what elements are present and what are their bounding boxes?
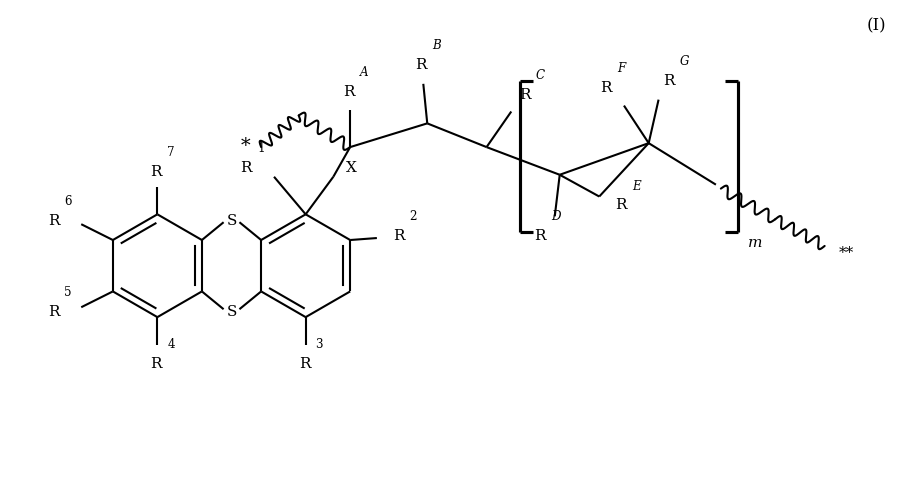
Text: R: R [601, 81, 612, 94]
Text: C: C [536, 69, 545, 82]
Text: B: B [432, 39, 441, 52]
Text: S: S [226, 214, 237, 228]
Text: R: R [519, 88, 531, 102]
Text: R: R [48, 304, 59, 318]
Text: R: R [241, 161, 252, 175]
Text: R: R [663, 74, 674, 88]
Text: R: R [299, 356, 311, 370]
Text: m: m [748, 236, 762, 249]
Text: E: E [632, 179, 640, 192]
Text: R: R [151, 356, 163, 370]
Text: R: R [48, 214, 59, 228]
Text: X: X [346, 161, 357, 175]
Text: *: * [241, 137, 251, 155]
Text: R: R [343, 85, 355, 99]
Text: R: R [534, 228, 546, 242]
Text: R: R [615, 198, 627, 212]
Text: F: F [617, 62, 625, 75]
Text: (I): (I) [867, 17, 885, 34]
Text: 3: 3 [315, 337, 323, 350]
Text: D: D [550, 210, 560, 223]
Text: **: ** [839, 245, 854, 259]
Text: S: S [226, 304, 237, 318]
Text: R: R [392, 228, 404, 242]
Text: 6: 6 [65, 195, 72, 208]
Text: A: A [360, 66, 369, 79]
Text: R: R [416, 58, 427, 72]
Text: R: R [151, 165, 163, 179]
Text: 2: 2 [409, 210, 417, 223]
Text: G: G [679, 55, 689, 68]
Text: 1: 1 [257, 142, 265, 155]
Text: 5: 5 [65, 286, 72, 299]
Text: 7: 7 [167, 146, 175, 159]
Text: 4: 4 [167, 337, 175, 350]
